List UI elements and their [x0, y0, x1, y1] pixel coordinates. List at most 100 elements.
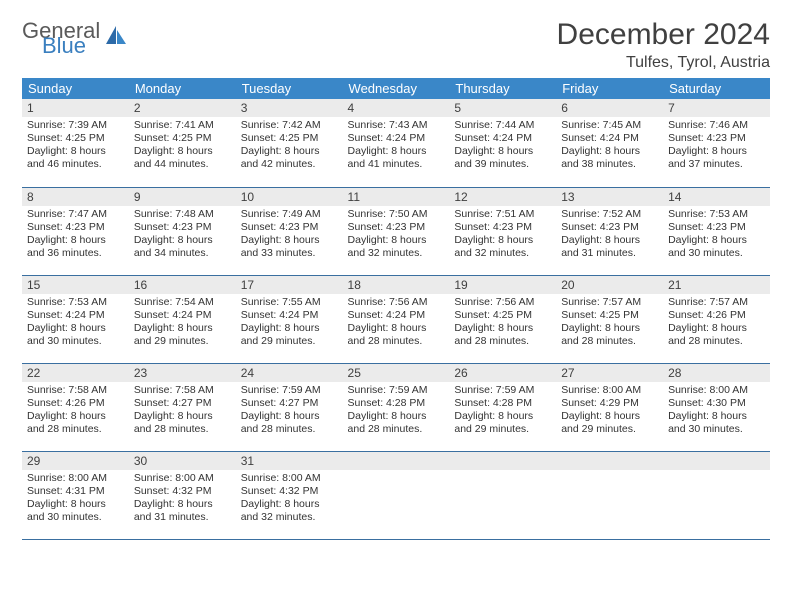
- day-number: 15: [22, 276, 129, 294]
- logo-line2: Blue: [42, 37, 100, 55]
- day-details: Sunrise: 7:52 AMSunset: 4:23 PMDaylight:…: [556, 206, 663, 265]
- day-number: 29: [22, 452, 129, 470]
- calendar-cell: 28Sunrise: 8:00 AMSunset: 4:30 PMDayligh…: [663, 363, 770, 451]
- calendar-cell: 27Sunrise: 8:00 AMSunset: 4:29 PMDayligh…: [556, 363, 663, 451]
- calendar-cell: 21Sunrise: 7:57 AMSunset: 4:26 PMDayligh…: [663, 275, 770, 363]
- calendar-cell: 12Sunrise: 7:51 AMSunset: 4:23 PMDayligh…: [449, 187, 556, 275]
- day-number: 12: [449, 188, 556, 206]
- day-details: Sunrise: 8:00 AMSunset: 4:30 PMDaylight:…: [663, 382, 770, 441]
- calendar-cell: 6Sunrise: 7:45 AMSunset: 4:24 PMDaylight…: [556, 99, 663, 187]
- day-details: Sunrise: 7:59 AMSunset: 4:28 PMDaylight:…: [343, 382, 450, 441]
- day-details: Sunrise: 8:00 AMSunset: 4:32 PMDaylight:…: [129, 470, 236, 529]
- day-number: 27: [556, 364, 663, 382]
- calendar-week: 8Sunrise: 7:47 AMSunset: 4:23 PMDaylight…: [22, 187, 770, 275]
- calendar-cell: 26Sunrise: 7:59 AMSunset: 4:28 PMDayligh…: [449, 363, 556, 451]
- day-number: 23: [129, 364, 236, 382]
- calendar-cell: 23Sunrise: 7:58 AMSunset: 4:27 PMDayligh…: [129, 363, 236, 451]
- calendar-cell: 20Sunrise: 7:57 AMSunset: 4:25 PMDayligh…: [556, 275, 663, 363]
- day-number: 19: [449, 276, 556, 294]
- day-details: Sunrise: 7:39 AMSunset: 4:25 PMDaylight:…: [22, 117, 129, 176]
- day-number: 2: [129, 99, 236, 117]
- location: Tulfes, Tyrol, Austria: [557, 54, 770, 72]
- header: General Blue December 2024 Tulfes, Tyrol…: [22, 18, 770, 72]
- day-number: 5: [449, 99, 556, 117]
- calendar-cell: 13Sunrise: 7:52 AMSunset: 4:23 PMDayligh…: [556, 187, 663, 275]
- day-number: 1: [22, 99, 129, 117]
- day-details: Sunrise: 7:44 AMSunset: 4:24 PMDaylight:…: [449, 117, 556, 176]
- day-number: 30: [129, 452, 236, 470]
- weekday-header: Saturday: [663, 78, 770, 99]
- calendar-cell: 29Sunrise: 8:00 AMSunset: 4:31 PMDayligh…: [22, 451, 129, 539]
- weekday-header: Wednesday: [343, 78, 450, 99]
- day-number: 24: [236, 364, 343, 382]
- day-number: 17: [236, 276, 343, 294]
- empty-day: [663, 452, 770, 470]
- empty-day: [556, 452, 663, 470]
- empty-day: [449, 452, 556, 470]
- day-details: Sunrise: 7:58 AMSunset: 4:27 PMDaylight:…: [129, 382, 236, 441]
- calendar-cell: 15Sunrise: 7:53 AMSunset: 4:24 PMDayligh…: [22, 275, 129, 363]
- calendar-cell: 9Sunrise: 7:48 AMSunset: 4:23 PMDaylight…: [129, 187, 236, 275]
- calendar-week: 22Sunrise: 7:58 AMSunset: 4:26 PMDayligh…: [22, 363, 770, 451]
- day-details: Sunrise: 7:51 AMSunset: 4:23 PMDaylight:…: [449, 206, 556, 265]
- day-details: Sunrise: 7:54 AMSunset: 4:24 PMDaylight:…: [129, 294, 236, 353]
- day-details: Sunrise: 7:49 AMSunset: 4:23 PMDaylight:…: [236, 206, 343, 265]
- day-number: 9: [129, 188, 236, 206]
- calendar-week: 29Sunrise: 8:00 AMSunset: 4:31 PMDayligh…: [22, 451, 770, 539]
- day-details: Sunrise: 7:55 AMSunset: 4:24 PMDaylight:…: [236, 294, 343, 353]
- calendar-cell: 11Sunrise: 7:50 AMSunset: 4:23 PMDayligh…: [343, 187, 450, 275]
- calendar-cell: 1Sunrise: 7:39 AMSunset: 4:25 PMDaylight…: [22, 99, 129, 187]
- weekday-header: Sunday: [22, 78, 129, 99]
- calendar-cell: 25Sunrise: 7:59 AMSunset: 4:28 PMDayligh…: [343, 363, 450, 451]
- day-number: 16: [129, 276, 236, 294]
- calendar-cell: 30Sunrise: 8:00 AMSunset: 4:32 PMDayligh…: [129, 451, 236, 539]
- day-details: Sunrise: 7:41 AMSunset: 4:25 PMDaylight:…: [129, 117, 236, 176]
- day-number: 13: [556, 188, 663, 206]
- day-details: Sunrise: 7:58 AMSunset: 4:26 PMDaylight:…: [22, 382, 129, 441]
- empty-day: [343, 452, 450, 470]
- calendar-cell: [343, 451, 450, 539]
- weekday-header: Monday: [129, 78, 236, 99]
- calendar-head: SundayMondayTuesdayWednesdayThursdayFrid…: [22, 78, 770, 99]
- calendar-cell: 16Sunrise: 7:54 AMSunset: 4:24 PMDayligh…: [129, 275, 236, 363]
- weekday-header: Thursday: [449, 78, 556, 99]
- day-details: Sunrise: 7:47 AMSunset: 4:23 PMDaylight:…: [22, 206, 129, 265]
- day-details: Sunrise: 7:53 AMSunset: 4:23 PMDaylight:…: [663, 206, 770, 265]
- day-details: Sunrise: 7:50 AMSunset: 4:23 PMDaylight:…: [343, 206, 450, 265]
- day-details: Sunrise: 7:56 AMSunset: 4:24 PMDaylight:…: [343, 294, 450, 353]
- weekday-header: Friday: [556, 78, 663, 99]
- calendar-cell: 2Sunrise: 7:41 AMSunset: 4:25 PMDaylight…: [129, 99, 236, 187]
- day-number: 8: [22, 188, 129, 206]
- calendar-cell: 31Sunrise: 8:00 AMSunset: 4:32 PMDayligh…: [236, 451, 343, 539]
- day-number: 14: [663, 188, 770, 206]
- day-number: 11: [343, 188, 450, 206]
- calendar-table: SundayMondayTuesdayWednesdayThursdayFrid…: [22, 78, 770, 540]
- day-details: Sunrise: 7:46 AMSunset: 4:23 PMDaylight:…: [663, 117, 770, 176]
- calendar-cell: 5Sunrise: 7:44 AMSunset: 4:24 PMDaylight…: [449, 99, 556, 187]
- calendar-cell: 8Sunrise: 7:47 AMSunset: 4:23 PMDaylight…: [22, 187, 129, 275]
- day-details: Sunrise: 7:57 AMSunset: 4:25 PMDaylight:…: [556, 294, 663, 353]
- logo: General Blue: [22, 22, 128, 55]
- day-number: 7: [663, 99, 770, 117]
- calendar-cell: [449, 451, 556, 539]
- calendar-body: 1Sunrise: 7:39 AMSunset: 4:25 PMDaylight…: [22, 99, 770, 539]
- day-details: Sunrise: 7:48 AMSunset: 4:23 PMDaylight:…: [129, 206, 236, 265]
- day-number: 3: [236, 99, 343, 117]
- day-number: 26: [449, 364, 556, 382]
- calendar-cell: [663, 451, 770, 539]
- title-block: December 2024 Tulfes, Tyrol, Austria: [557, 18, 770, 72]
- day-details: Sunrise: 7:59 AMSunset: 4:27 PMDaylight:…: [236, 382, 343, 441]
- day-details: Sunrise: 8:00 AMSunset: 4:31 PMDaylight:…: [22, 470, 129, 529]
- calendar-cell: 17Sunrise: 7:55 AMSunset: 4:24 PMDayligh…: [236, 275, 343, 363]
- day-number: 31: [236, 452, 343, 470]
- day-details: Sunrise: 8:00 AMSunset: 4:29 PMDaylight:…: [556, 382, 663, 441]
- calendar-cell: 24Sunrise: 7:59 AMSunset: 4:27 PMDayligh…: [236, 363, 343, 451]
- calendar-cell: 14Sunrise: 7:53 AMSunset: 4:23 PMDayligh…: [663, 187, 770, 275]
- calendar-week: 15Sunrise: 7:53 AMSunset: 4:24 PMDayligh…: [22, 275, 770, 363]
- day-details: Sunrise: 7:45 AMSunset: 4:24 PMDaylight:…: [556, 117, 663, 176]
- day-details: Sunrise: 8:00 AMSunset: 4:32 PMDaylight:…: [236, 470, 343, 529]
- day-number: 10: [236, 188, 343, 206]
- calendar-cell: 22Sunrise: 7:58 AMSunset: 4:26 PMDayligh…: [22, 363, 129, 451]
- day-number: 20: [556, 276, 663, 294]
- day-details: Sunrise: 7:43 AMSunset: 4:24 PMDaylight:…: [343, 117, 450, 176]
